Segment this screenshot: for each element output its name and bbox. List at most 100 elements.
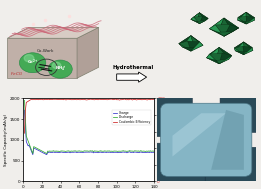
Polygon shape (179, 41, 191, 51)
Polygon shape (209, 25, 224, 36)
Charge (37, 149, 40, 152)
Polygon shape (238, 16, 246, 24)
Polygon shape (235, 42, 245, 52)
Charge (151, 151, 155, 153)
Polygon shape (244, 47, 253, 55)
Polygon shape (179, 36, 191, 43)
Polygon shape (234, 46, 244, 55)
Polygon shape (191, 36, 203, 45)
Polygon shape (215, 18, 230, 25)
Polygon shape (243, 46, 252, 55)
Polygon shape (246, 18, 254, 24)
Coulombic Efficiency (114, 98, 117, 100)
Polygon shape (224, 25, 239, 36)
Line: Charge: Charge (25, 110, 154, 155)
Circle shape (19, 53, 46, 73)
Polygon shape (244, 42, 253, 50)
Polygon shape (238, 12, 246, 22)
Polygon shape (209, 47, 222, 54)
Polygon shape (199, 18, 208, 24)
Polygon shape (191, 36, 203, 48)
Y-axis label: Specific Capacity(mAh/g): Specific Capacity(mAh/g) (4, 114, 8, 166)
Discharge (88, 150, 91, 152)
Polygon shape (199, 13, 208, 21)
Polygon shape (224, 18, 239, 28)
Polygon shape (209, 29, 224, 36)
Coulombic Efficiency (30, 98, 33, 101)
Text: Co-Work: Co-Work (37, 49, 55, 53)
Line: Coulombic Efficiency: Coulombic Efficiency (25, 99, 154, 133)
Charge (27, 144, 31, 146)
Polygon shape (218, 32, 233, 36)
Coulombic Efficiency (46, 98, 49, 101)
Polygon shape (246, 12, 254, 22)
Polygon shape (224, 18, 239, 32)
Discharge (151, 150, 155, 152)
Polygon shape (187, 41, 200, 51)
Polygon shape (206, 47, 219, 58)
Coulombic Efficiency (27, 100, 31, 102)
Polygon shape (216, 59, 229, 64)
Polygon shape (182, 36, 194, 48)
Polygon shape (234, 48, 244, 55)
Polygon shape (209, 18, 224, 29)
Polygon shape (191, 19, 199, 24)
Polygon shape (194, 16, 202, 24)
Discharge (37, 148, 40, 150)
Polygon shape (219, 53, 232, 64)
Text: Hydrothermal: Hydrothermal (112, 65, 154, 70)
Discharge (27, 143, 31, 145)
Polygon shape (173, 113, 226, 156)
Polygon shape (206, 58, 219, 64)
Legend: Charge, Discharge, Coulombic Efficiency: Charge, Discharge, Coulombic Efficiency (112, 110, 151, 125)
FancyBboxPatch shape (151, 93, 192, 136)
Discharge (152, 150, 156, 153)
Polygon shape (191, 13, 199, 19)
Polygon shape (246, 12, 254, 20)
Polygon shape (179, 43, 191, 51)
Polygon shape (182, 47, 194, 51)
Coulombic Efficiency (23, 132, 26, 134)
Polygon shape (238, 12, 246, 18)
Polygon shape (191, 45, 203, 51)
Charge (23, 109, 26, 111)
Polygon shape (238, 20, 246, 24)
Polygon shape (197, 13, 205, 21)
Line: Discharge: Discharge (25, 100, 154, 154)
Polygon shape (194, 13, 202, 17)
Circle shape (52, 62, 61, 69)
Coulombic Efficiency (36, 98, 39, 101)
Text: $\mathregular{NH_4^+}$: $\mathregular{NH_4^+}$ (55, 64, 66, 73)
Polygon shape (7, 38, 77, 78)
Polygon shape (234, 42, 244, 48)
Polygon shape (244, 42, 253, 52)
Polygon shape (246, 16, 254, 24)
Polygon shape (197, 21, 205, 24)
Polygon shape (7, 27, 99, 38)
Coulombic Efficiency (87, 98, 90, 101)
Polygon shape (244, 50, 253, 55)
Coulombic Efficiency (151, 98, 155, 100)
Polygon shape (191, 42, 203, 51)
Polygon shape (206, 54, 219, 64)
FancyArrow shape (117, 72, 147, 82)
Polygon shape (215, 25, 230, 36)
Polygon shape (199, 16, 208, 24)
FancyBboxPatch shape (205, 147, 261, 186)
Charge (31, 153, 34, 156)
Polygon shape (77, 27, 99, 78)
Polygon shape (209, 18, 224, 32)
Y-axis label: CE(%): CE(%) (166, 132, 171, 147)
Polygon shape (218, 18, 233, 32)
FancyBboxPatch shape (161, 103, 252, 177)
Charge (30, 151, 33, 153)
Polygon shape (216, 47, 229, 60)
Polygon shape (246, 12, 254, 18)
Charge (47, 151, 50, 154)
Polygon shape (234, 42, 244, 51)
Text: $\mathregular{Co^{2+}}$: $\mathregular{Co^{2+}}$ (27, 58, 39, 67)
Polygon shape (219, 56, 232, 64)
Polygon shape (179, 36, 191, 47)
FancyBboxPatch shape (151, 143, 207, 186)
Charge (88, 151, 91, 153)
